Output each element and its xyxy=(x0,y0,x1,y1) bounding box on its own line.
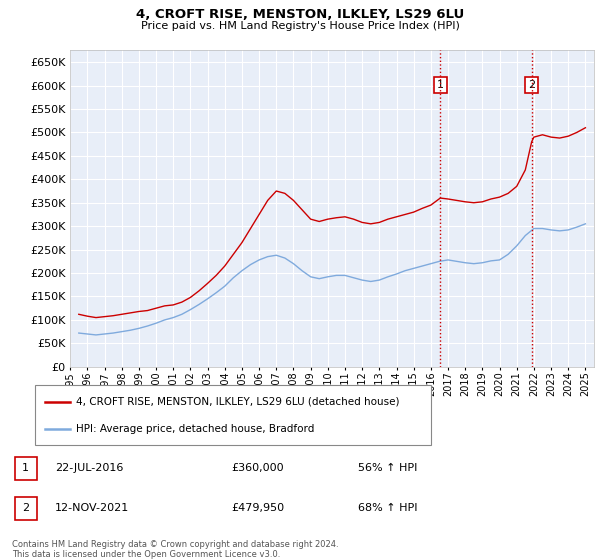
Text: 12-NOV-2021: 12-NOV-2021 xyxy=(55,503,130,513)
Text: 4, CROFT RISE, MENSTON, ILKLEY, LS29 6LU (detached house): 4, CROFT RISE, MENSTON, ILKLEY, LS29 6LU… xyxy=(76,396,400,407)
Bar xyxy=(15,456,37,480)
Text: 2: 2 xyxy=(528,80,535,90)
Text: 68% ↑ HPI: 68% ↑ HPI xyxy=(358,503,417,513)
Text: £479,950: £479,950 xyxy=(231,503,284,513)
Text: Price paid vs. HM Land Registry's House Price Index (HPI): Price paid vs. HM Land Registry's House … xyxy=(140,21,460,31)
Bar xyxy=(15,497,37,520)
Text: 1: 1 xyxy=(437,80,444,90)
Text: 56% ↑ HPI: 56% ↑ HPI xyxy=(358,463,417,473)
Text: 4, CROFT RISE, MENSTON, ILKLEY, LS29 6LU: 4, CROFT RISE, MENSTON, ILKLEY, LS29 6LU xyxy=(136,8,464,21)
Text: HPI: Average price, detached house, Bradford: HPI: Average price, detached house, Brad… xyxy=(76,424,315,434)
Text: 22-JUL-2016: 22-JUL-2016 xyxy=(55,463,124,473)
Text: 1: 1 xyxy=(22,463,29,473)
Text: 2: 2 xyxy=(22,503,29,513)
Text: £360,000: £360,000 xyxy=(231,463,284,473)
Text: Contains HM Land Registry data © Crown copyright and database right 2024.
This d: Contains HM Land Registry data © Crown c… xyxy=(12,540,338,559)
